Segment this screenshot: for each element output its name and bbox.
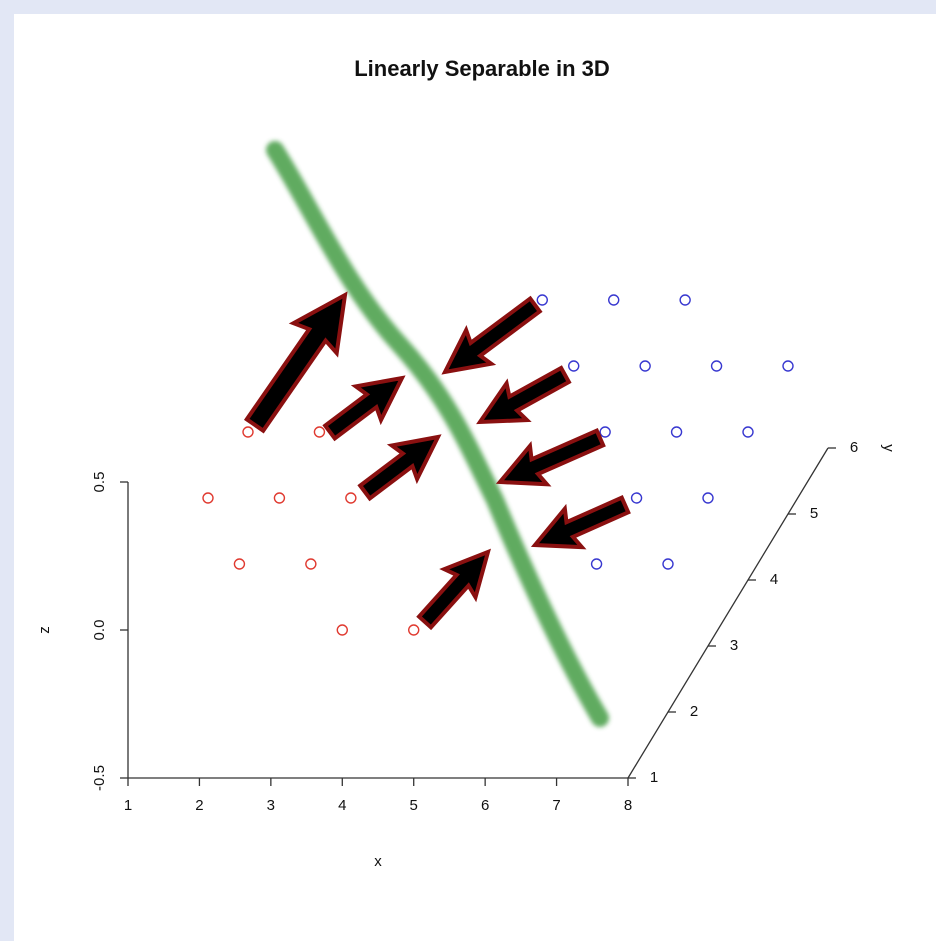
point <box>274 493 284 503</box>
axes: 1 2 3 4 5 6 7 8 -0.5 0.0 0.5 1 2 3 4 5 6 <box>91 439 858 814</box>
page: {"chart_data": {"type": "scatter3d", "ti… <box>0 0 936 941</box>
y-tick-label: 2 <box>690 703 698 720</box>
arrow <box>492 419 609 501</box>
point <box>712 361 722 371</box>
y-tick-label: 6 <box>850 439 858 456</box>
x-tick-label: 7 <box>552 797 560 814</box>
point <box>600 427 610 437</box>
point <box>632 493 642 503</box>
y-tick-label: 1 <box>650 769 658 786</box>
point <box>314 427 324 437</box>
arrow <box>526 486 633 564</box>
point <box>306 559 316 569</box>
arrow <box>352 420 450 509</box>
point <box>743 427 753 437</box>
point <box>569 361 579 371</box>
point <box>672 427 682 437</box>
points <box>203 295 793 635</box>
arrows <box>233 280 633 636</box>
point <box>537 295 547 305</box>
point <box>234 559 244 569</box>
point <box>703 493 713 503</box>
point <box>337 625 347 635</box>
arrow <box>409 538 503 636</box>
chart-title: Linearly Separable in 3D <box>354 56 610 81</box>
z-axis-label: z <box>36 626 53 634</box>
point <box>409 625 419 635</box>
y-axis-label: y <box>880 444 897 452</box>
point <box>663 559 673 569</box>
arrow <box>432 288 547 389</box>
point <box>609 295 619 305</box>
y-tick-label: 3 <box>730 637 738 654</box>
y-tick-label: 5 <box>810 505 818 522</box>
arrow <box>470 357 575 441</box>
y-axis-line <box>628 448 828 778</box>
point <box>346 493 356 503</box>
z-tick-label: 0.0 <box>91 620 108 641</box>
point <box>640 361 650 371</box>
x-tick-label: 3 <box>267 797 275 814</box>
point <box>592 559 602 569</box>
z-tick-label: 0.5 <box>91 472 108 493</box>
y-tick-label: 4 <box>770 571 778 588</box>
chart: Linearly Separable in 3D x z y 1 2 3 4 5 6 7 8 -… <box>0 0 936 941</box>
x-tick-label: 5 <box>410 797 418 814</box>
z-tick-label: -0.5 <box>91 765 108 791</box>
x-tick-label: 4 <box>338 797 346 814</box>
x-tick-label: 2 <box>195 797 203 814</box>
point <box>203 493 213 503</box>
x-axis-label: x <box>374 853 382 870</box>
x-tick-label: 8 <box>624 797 632 814</box>
point <box>243 427 253 437</box>
point <box>680 295 690 305</box>
arrow <box>317 361 414 449</box>
x-tick-label: 1 <box>124 797 132 814</box>
x-tick-label: 6 <box>481 797 489 814</box>
point <box>783 361 793 371</box>
